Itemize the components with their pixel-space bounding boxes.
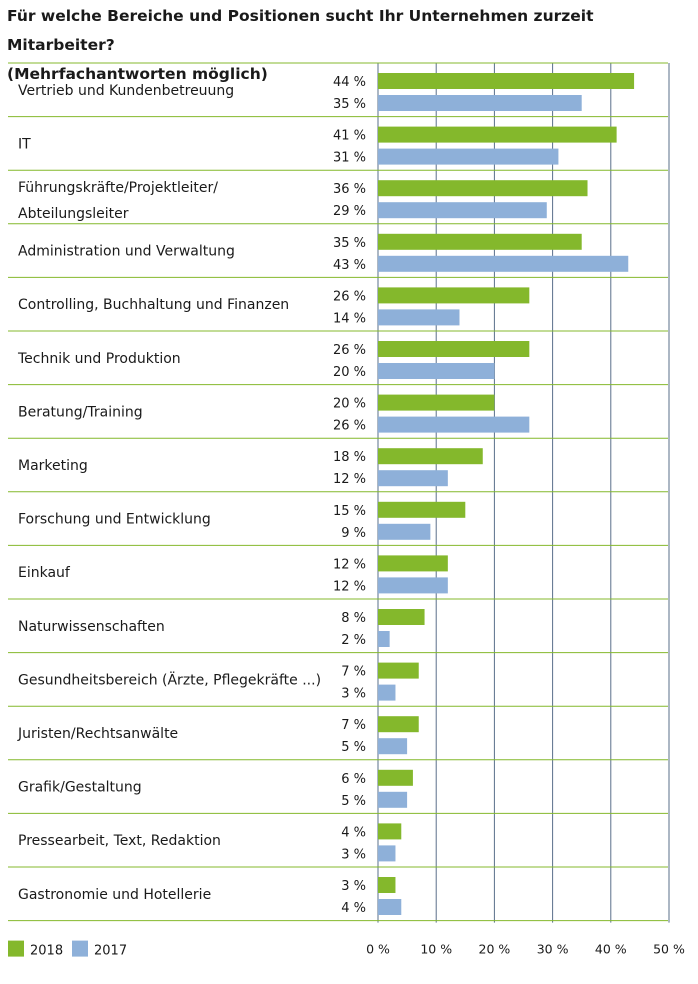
value-label-2017: 12 %	[333, 579, 366, 594]
bar-2018	[378, 287, 530, 304]
value-label-2017: 20 %	[333, 365, 366, 380]
x-tick-label: 20 %	[479, 942, 511, 957]
value-label-2018: 4 %	[341, 825, 366, 840]
bar-2018	[378, 73, 635, 89]
value-label-2017: 3 %	[341, 687, 366, 702]
value-label-2017: 5 %	[341, 794, 366, 809]
category-label: Gesundheitsbereich (Ärzte, Pflegekräfte …	[18, 670, 321, 688]
value-label-2018: 7 %	[341, 665, 366, 680]
bar-2017	[378, 577, 448, 594]
bar-2017	[378, 202, 547, 219]
legend-label-2018: 2018	[30, 944, 63, 959]
bar-2018	[378, 823, 402, 840]
bar-2018	[378, 341, 530, 357]
bar-2017	[378, 523, 431, 540]
category-label: Abteilungsleiter	[18, 206, 129, 222]
bar-2017	[378, 416, 530, 433]
bar-2017	[378, 791, 408, 808]
value-label-2018: 6 %	[341, 772, 366, 787]
bar-2018	[378, 448, 483, 465]
bar-2018	[378, 233, 582, 250]
category-label: Pressearbeit, Text, Redaktion	[18, 833, 221, 849]
bar-2017	[378, 255, 629, 272]
value-label-2018: 44 %	[333, 75, 366, 90]
chart-title: Für welche Bereiche und Positionen sucht…	[7, 2, 697, 89]
x-tick-label: 50 %	[653, 942, 685, 957]
bar-2018	[378, 126, 617, 143]
x-tick-label: 40 %	[595, 942, 627, 957]
category-label: Juristen/Rechtsanwälte	[17, 726, 178, 742]
bar-2017	[378, 363, 495, 379]
bar-2017	[378, 684, 396, 701]
value-label-2018: 20 %	[333, 397, 366, 412]
chart-title-line1: Für welche Bereiche und Positionen sucht…	[7, 7, 594, 54]
category-label: Marketing	[18, 458, 88, 474]
category-label: Einkauf	[18, 565, 71, 581]
value-label-2018: 15 %	[333, 504, 366, 519]
category-label: Vertrieb und Kundenbetreuung	[18, 83, 234, 99]
value-label-2018: 12 %	[333, 557, 366, 572]
value-label-2017: 2 %	[341, 633, 366, 648]
bar-2018	[378, 555, 448, 572]
legend-swatch-2017	[72, 940, 88, 957]
category-label: Naturwissenschaften	[18, 619, 165, 635]
value-label-2017: 5 %	[341, 740, 366, 755]
value-label-2017: 29 %	[333, 204, 366, 219]
value-label-2017: 14 %	[333, 311, 366, 326]
x-tick-label: 0 %	[366, 942, 390, 957]
category-label: Controlling, Buchhaltung und Finanzen	[18, 297, 289, 313]
bar-2017	[378, 845, 396, 862]
value-label-2017: 3 %	[341, 847, 366, 862]
bar-2017	[378, 148, 559, 165]
x-tick-label: 30 %	[537, 942, 569, 957]
bar-2018	[378, 501, 466, 518]
value-label-2017: 35 %	[333, 97, 366, 112]
bar-2018	[378, 609, 425, 625]
bar-2017	[378, 95, 582, 111]
value-label-2018: 35 %	[333, 236, 366, 251]
category-label: Forschung und Entwicklung	[18, 512, 211, 528]
category-label: Grafik/Gestaltung	[18, 780, 142, 796]
bar-2018	[378, 662, 419, 679]
value-label-2018: 41 %	[333, 129, 366, 144]
bar-2017	[378, 631, 390, 647]
category-label: IT	[18, 136, 31, 152]
value-label-2018: 7 %	[341, 718, 366, 733]
bar-2017	[378, 738, 408, 755]
value-label-2018: 26 %	[333, 343, 366, 358]
value-label-2017: 31 %	[333, 151, 366, 166]
x-tick-label: 10 %	[420, 942, 452, 957]
category-label: Administration und Verwaltung	[18, 244, 235, 260]
value-label-2017: 4 %	[341, 901, 366, 916]
bar-2018	[378, 180, 588, 197]
bar-2018	[378, 877, 396, 893]
category-label: Beratung/Training	[18, 404, 143, 420]
bar-2018	[378, 769, 413, 786]
legend-swatch-2018	[8, 940, 24, 957]
bar-2018	[378, 394, 495, 411]
category-label: Führungskräfte/Projektleiter/	[18, 180, 218, 196]
legend-label-2017: 2017	[94, 944, 127, 959]
bar-2017	[378, 309, 460, 326]
value-label-2018: 36 %	[333, 182, 366, 197]
bar-2017	[378, 470, 448, 487]
value-label-2017: 9 %	[341, 526, 366, 541]
value-label-2017: 43 %	[333, 258, 366, 273]
value-label-2018: 3 %	[341, 879, 366, 894]
bar-2017	[378, 899, 402, 915]
bar-2018	[378, 716, 419, 733]
value-label-2017: 12 %	[333, 472, 366, 487]
value-label-2017: 26 %	[333, 419, 366, 434]
category-label: Gastronomie und Hotellerie	[18, 887, 211, 903]
value-label-2018: 18 %	[333, 450, 366, 465]
category-label: Technik und Produktion	[17, 351, 181, 367]
value-label-2018: 8 %	[341, 611, 366, 626]
chart-title-line2: (Mehrfachantworten möglich)	[7, 65, 268, 83]
value-label-2018: 26 %	[333, 289, 366, 304]
